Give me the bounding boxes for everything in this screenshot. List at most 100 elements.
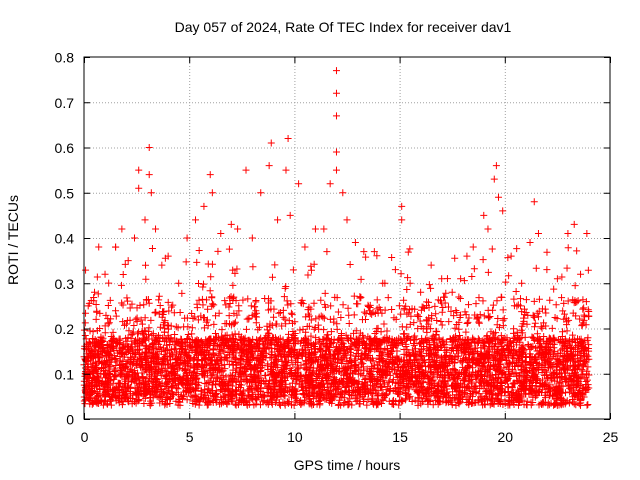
data-point	[222, 354, 230, 362]
data-point	[349, 376, 357, 384]
data-point	[274, 351, 282, 359]
data-point	[135, 360, 143, 368]
data-point	[500, 315, 508, 323]
data-point	[300, 399, 308, 407]
data-point	[238, 350, 246, 358]
data-point	[210, 320, 218, 328]
data-point	[510, 362, 518, 370]
data-point	[264, 306, 272, 314]
data-point	[140, 379, 148, 387]
data-point	[459, 357, 467, 365]
data-point	[520, 317, 528, 325]
data-point	[148, 372, 156, 380]
data-point	[293, 354, 301, 362]
data-point	[383, 390, 391, 398]
data-point	[257, 334, 265, 342]
data-point	[221, 353, 229, 361]
data-point	[522, 353, 530, 361]
data-point	[127, 355, 135, 363]
data-point	[475, 294, 483, 302]
data-point	[517, 295, 525, 303]
data-point	[134, 369, 142, 377]
data-point	[268, 339, 276, 347]
data-point	[216, 347, 224, 355]
data-point	[504, 254, 512, 262]
data-point	[492, 340, 500, 348]
data-point	[104, 351, 112, 359]
data-point	[174, 380, 182, 388]
data-point	[564, 340, 572, 348]
data-point	[478, 370, 486, 378]
data-point	[411, 345, 419, 353]
data-point	[340, 352, 348, 360]
data-point	[433, 343, 441, 351]
data-point	[235, 373, 243, 381]
data-point	[374, 309, 382, 317]
data-point	[307, 316, 315, 324]
data-point	[557, 388, 565, 396]
data-point	[125, 327, 133, 335]
data-point	[525, 342, 533, 350]
data-point	[510, 370, 518, 378]
data-point	[396, 367, 404, 375]
data-point	[156, 302, 164, 310]
data-point	[401, 396, 409, 404]
data-point	[310, 299, 318, 307]
data-point	[472, 300, 480, 308]
data-point	[189, 371, 197, 379]
data-point	[518, 322, 526, 330]
data-point	[307, 266, 315, 274]
data-point	[188, 336, 196, 344]
data-point	[107, 401, 115, 409]
data-point	[581, 337, 589, 345]
data-point	[194, 316, 202, 324]
data-point	[554, 359, 562, 367]
data-point	[304, 310, 312, 318]
data-point	[551, 314, 559, 322]
data-point	[566, 372, 574, 380]
data-point	[274, 363, 282, 371]
data-point	[419, 325, 427, 333]
data-point	[171, 337, 179, 345]
data-point	[373, 305, 381, 313]
data-point	[227, 321, 235, 329]
data-point	[109, 380, 117, 388]
data-point	[388, 253, 396, 261]
data-point	[288, 310, 296, 318]
data-point	[277, 343, 285, 351]
data-point	[202, 380, 210, 388]
data-point	[310, 325, 318, 333]
data-point	[321, 350, 329, 358]
data-point	[138, 328, 146, 336]
data-point	[113, 358, 121, 366]
data-point	[552, 301, 560, 309]
data-point	[143, 382, 151, 390]
data-point	[283, 352, 291, 360]
data-point	[533, 347, 541, 355]
data-point	[307, 399, 315, 407]
data-point	[463, 319, 471, 327]
data-point	[531, 377, 539, 385]
data-point	[364, 303, 372, 311]
data-point	[261, 380, 269, 388]
data-point	[296, 326, 304, 334]
data-point	[437, 318, 445, 326]
data-point	[346, 364, 354, 372]
data-point	[537, 323, 545, 331]
data-point	[199, 280, 207, 288]
data-point	[379, 356, 387, 364]
data-point	[304, 387, 312, 395]
data-point	[403, 382, 411, 390]
data-point	[431, 362, 439, 370]
data-point	[276, 377, 284, 385]
data-point	[484, 268, 492, 276]
data-point	[352, 393, 360, 401]
data-point	[492, 367, 500, 375]
data-point	[171, 370, 179, 378]
data-point	[344, 397, 352, 405]
data-point	[442, 289, 450, 297]
data-point	[373, 380, 381, 388]
data-point	[241, 341, 249, 349]
data-point	[493, 378, 501, 386]
data-point	[377, 368, 385, 376]
